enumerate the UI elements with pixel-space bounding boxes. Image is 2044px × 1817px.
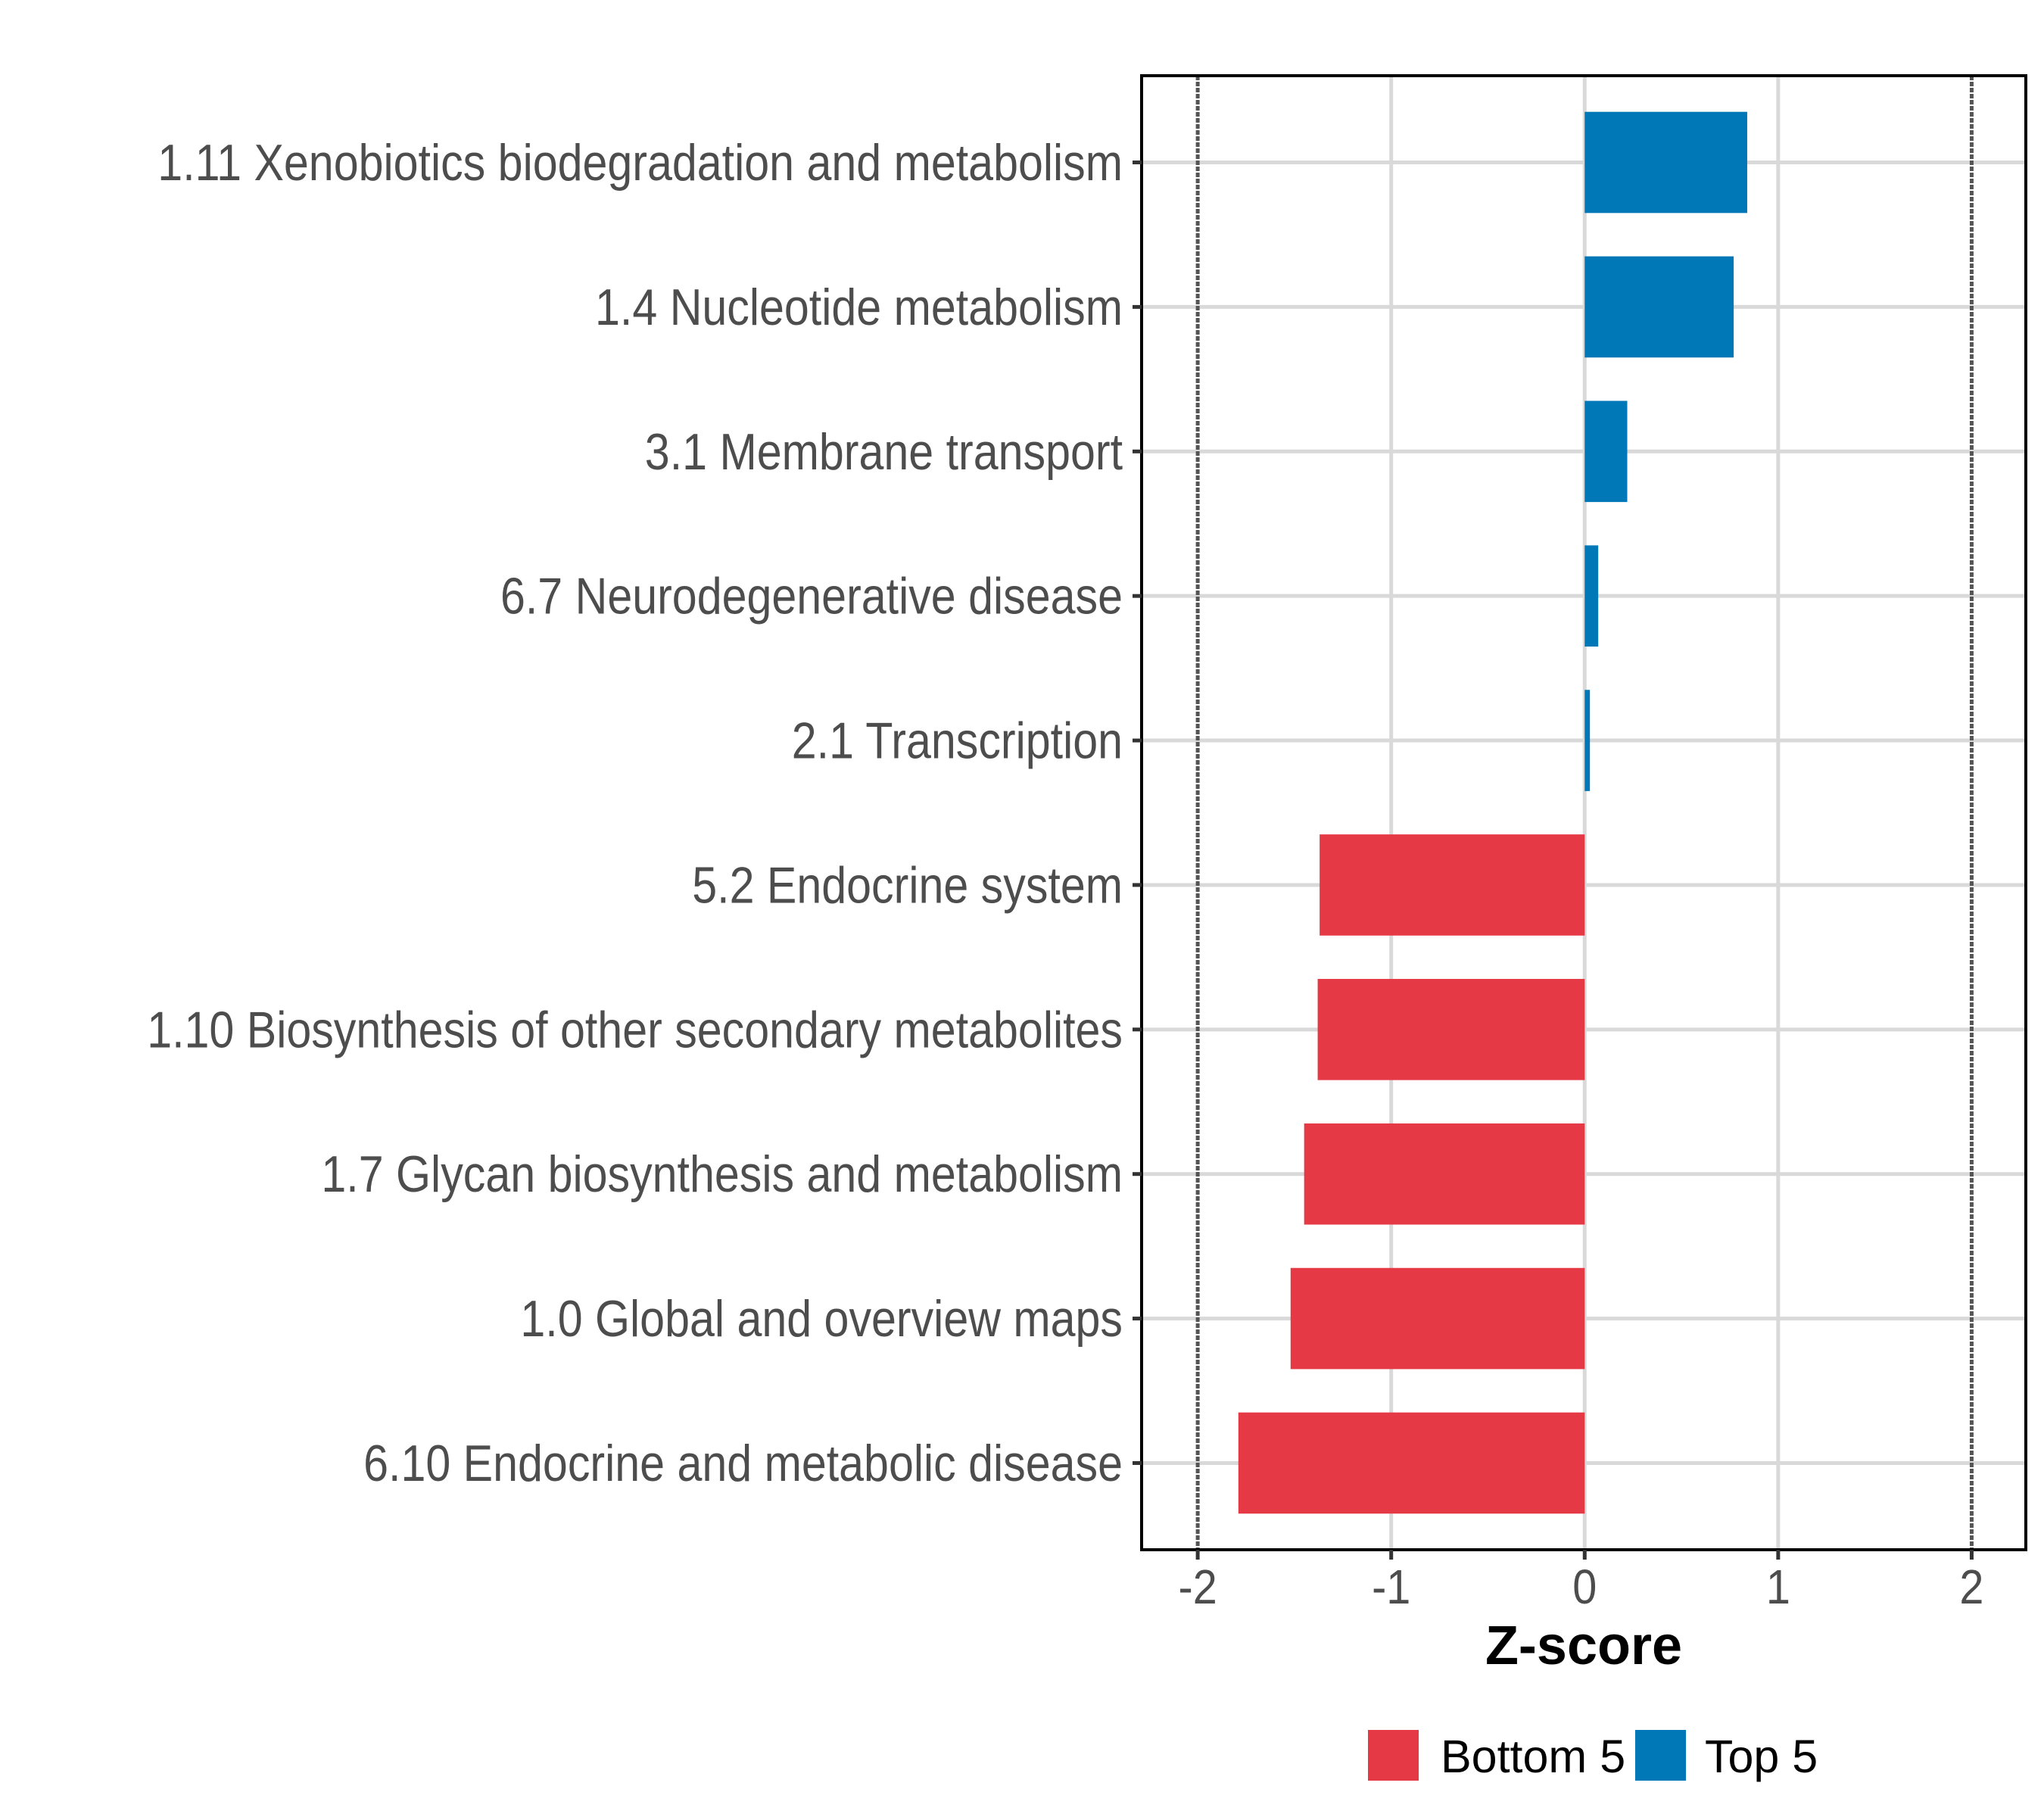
- x-tick-label: -1: [1372, 1560, 1410, 1613]
- y-tick-label: 1.0 Global and overview maps: [520, 1289, 1123, 1348]
- y-tick-label: 3.1 Membrane transport: [645, 422, 1123, 481]
- x-axis-title: Z-score: [1485, 1616, 1682, 1676]
- legend: Bottom 5 Top 5: [1368, 1730, 1818, 1782]
- y-axis-ticks: [1133, 161, 1142, 1465]
- y-tick-label: 1.10 Biosynthesis of other secondary met…: [147, 1000, 1123, 1058]
- x-tick-label: -2: [1179, 1560, 1217, 1613]
- y-tick-label: 1.4 Nucleotide metabolism: [595, 278, 1123, 336]
- y-axis-labels: 1.11 Xenobiotics biodegradation and meta…: [147, 133, 1123, 1492]
- bar: [1584, 111, 1747, 213]
- y-tick-label: 2.1 Transcription: [792, 712, 1123, 770]
- bar: [1317, 979, 1585, 1080]
- y-tick-label: 1.7 Glycan biosynthesis and metabolism: [321, 1145, 1123, 1203]
- bar: [1304, 1123, 1585, 1225]
- bar: [1290, 1267, 1585, 1370]
- bar: [1584, 256, 1734, 358]
- y-tick-label: 6.7 Neurodegenerative disease: [500, 567, 1123, 625]
- y-tick-label: 6.10 Endocrine and metabolic disease: [363, 1434, 1123, 1492]
- x-tick-label: 0: [1572, 1560, 1597, 1613]
- bar: [1584, 545, 1599, 647]
- y-tick-label: 1.11 Xenobiotics biodegradation and meta…: [157, 133, 1123, 192]
- x-axis-labels: -2 -1 0 1 2: [1179, 1560, 1984, 1613]
- legend-label-top-5: Top 5: [1705, 1731, 1818, 1782]
- legend-swatch-top-5: [1635, 1730, 1686, 1781]
- reference-lines: [1195, 76, 1974, 1550]
- legend-swatch-bottom-5: [1368, 1730, 1419, 1781]
- bar: [1584, 400, 1628, 503]
- x-tick-label: 2: [1959, 1560, 1983, 1613]
- x-axis-ticks: [1195, 1550, 1974, 1560]
- legend-label-bottom-5: Bottom 5: [1441, 1731, 1625, 1782]
- bar: [1584, 690, 1591, 791]
- bar: [1238, 1412, 1585, 1514]
- bars: [1238, 111, 1747, 1514]
- bar: [1320, 834, 1585, 936]
- x-tick-label: 1: [1766, 1560, 1790, 1613]
- y-tick-label: 5.2 Endocrine system: [692, 856, 1123, 915]
